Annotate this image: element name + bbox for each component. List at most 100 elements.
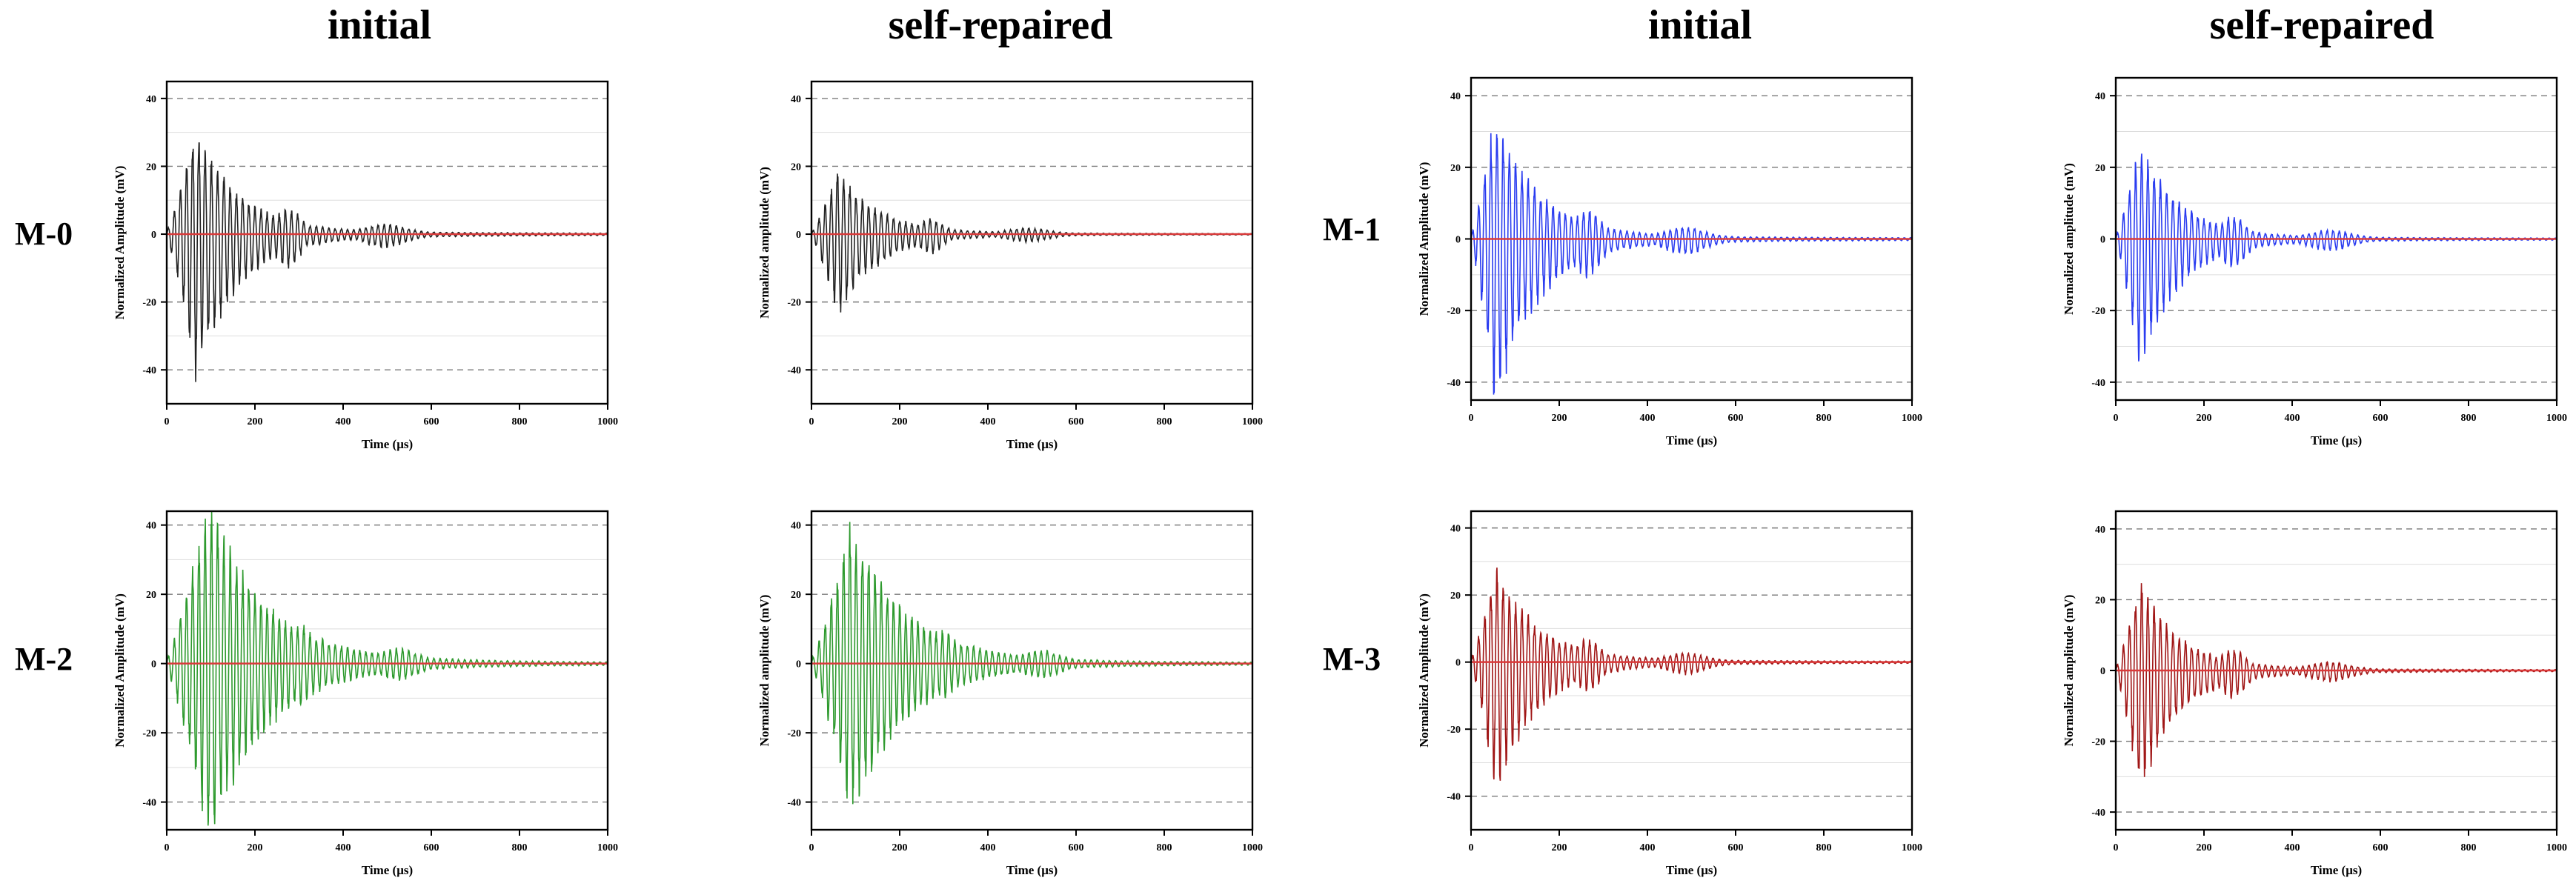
x-tick-label: 400 (1640, 842, 1656, 853)
x-tick-label: 1000 (2546, 413, 2567, 424)
y-tick-label: 20 (2095, 595, 2105, 606)
x-tick-label: 0 (165, 842, 170, 853)
x-tick-label: 0 (809, 416, 814, 427)
x-axis-title: Time (μs) (1666, 433, 1717, 447)
y-tick-label: 20 (146, 162, 156, 173)
y-tick-label: 40 (791, 94, 801, 105)
plot-frame (165, 510, 609, 831)
column-title-2: self-repaired (888, 2, 1113, 48)
x-tick-label: 200 (248, 416, 263, 427)
plot-area (811, 81, 1252, 404)
y-axis-title: Normalized Amplitude (mV) (1417, 593, 1431, 748)
y-tick-label: 20 (791, 590, 801, 601)
y-tick-label: -20 (2091, 306, 2105, 317)
x-tick-label: 600 (1728, 842, 1744, 853)
x-tick-label: 1000 (1902, 413, 1922, 424)
y-tick-label: -40 (1447, 378, 1461, 389)
x-tick-label: 800 (512, 842, 528, 853)
y-tick-label: 40 (2095, 525, 2105, 536)
chart-m2-self-repaired: -40 -20 0 20 40 0 200 400 600 800 1000 Time (μs) Nor… (741, 504, 1263, 885)
y-tick-label: 40 (146, 94, 156, 105)
y-axis-title: Normalized amplitude (mV) (2062, 595, 2076, 747)
y-axis-title: Normalized Amplitude (mV) (1417, 162, 1431, 316)
chart-m3-self-repaired: -40 -20 0 20 40 0 200 400 600 800 1000 Time (μs) Nor… (2045, 504, 2567, 885)
plot-area (167, 511, 608, 830)
x-tick-label: 400 (1640, 413, 1656, 424)
y-tick-label: -20 (1447, 306, 1461, 317)
x-tick-label: 1000 (1902, 842, 1922, 853)
chart-m2-initial: -40 -20 0 20 40 0 200 400 600 800 1000 Time (μs) Nor… (96, 504, 618, 885)
y-tick-label: 0 (151, 659, 156, 670)
plot-frame (165, 80, 609, 405)
y-tick-label: -20 (1447, 725, 1461, 736)
x-tick-label: 0 (1469, 413, 1474, 424)
y-tick-label: 0 (796, 230, 801, 241)
y-axis-title: Normalized Amplitude (mV) (113, 166, 127, 320)
x-tick-label: 200 (1552, 413, 1567, 424)
x-tick-label: 0 (165, 416, 170, 427)
x-tick-label: 400 (2285, 842, 2300, 853)
plot-area (167, 81, 608, 404)
y-tick-label: 20 (791, 162, 801, 173)
y-tick-label: 0 (1455, 235, 1461, 246)
x-tick-label: 600 (424, 842, 439, 853)
x-axis-title: Time (μs) (1006, 437, 1058, 451)
x-axis-title: Time (μs) (1006, 863, 1058, 877)
x-tick-label: 200 (248, 842, 263, 853)
x-axis-title: Time (μs) (1666, 863, 1717, 877)
x-tick-label: 200 (892, 416, 908, 427)
chart-m1-self-repaired: -40 -20 0 20 40 0 200 400 600 800 1000 Time (μs) Nor… (2045, 70, 2567, 456)
plot-frame (1470, 510, 1913, 831)
x-tick-label: 800 (1157, 416, 1172, 427)
x-tick-label: 1000 (597, 842, 618, 853)
plot-frame (810, 80, 1254, 405)
x-tick-label: 1000 (1242, 416, 1263, 427)
x-tick-label: 1000 (2546, 842, 2567, 853)
x-tick-label: 800 (2461, 413, 2477, 424)
x-tick-label: 400 (2285, 413, 2300, 424)
y-tick-label: 40 (1450, 91, 1461, 102)
x-tick-label: 800 (1816, 413, 1832, 424)
y-tick-label: 0 (151, 230, 156, 241)
column-title-4: self-repaired (2209, 2, 2434, 48)
column-title-3: initial (1647, 2, 1753, 48)
x-tick-label: 400 (980, 416, 996, 427)
y-axis-title: Normalized amplitude (mV) (757, 595, 771, 747)
row-label-m2: M-2 (15, 641, 73, 677)
x-tick-label: 0 (2114, 842, 2119, 853)
x-axis-title: Time (μs) (2311, 433, 2362, 447)
row-label-m1: M-1 (1323, 211, 1381, 247)
plot-frame (810, 510, 1254, 831)
y-tick-label: -40 (1447, 792, 1461, 803)
chart-m0-self-repaired: -40 -20 0 20 40 0 200 400 600 800 1000 Time (μs) Nor… (741, 74, 1263, 459)
y-tick-label: -40 (2091, 378, 2105, 389)
x-tick-label: 0 (809, 842, 814, 853)
x-tick-label: 600 (2373, 413, 2389, 424)
y-axis-title: Normalized Amplitude (mV) (113, 593, 127, 748)
row-label-m0: M-0 (15, 216, 73, 252)
x-tick-label: 800 (512, 416, 528, 427)
x-tick-label: 400 (980, 842, 996, 853)
y-axis-title: Normalized amplitude (mV) (757, 167, 771, 319)
x-tick-label: 600 (2373, 842, 2389, 853)
y-tick-label: 40 (791, 521, 801, 532)
x-tick-label: 1000 (1242, 842, 1263, 853)
x-tick-label: 400 (336, 416, 351, 427)
x-axis-title: Time (μs) (2311, 863, 2362, 877)
column-title-1: initial (327, 2, 432, 48)
chart-m0-initial: -40 -20 0 20 40 0 200 400 600 800 1000 Time (μs) Nor… (96, 74, 618, 459)
y-tick-label: -40 (787, 365, 801, 376)
x-tick-label: 600 (1728, 413, 1744, 424)
x-tick-label: 800 (1816, 842, 1832, 853)
y-tick-label: 0 (2100, 666, 2105, 677)
x-tick-label: 0 (2114, 413, 2119, 424)
x-tick-label: 200 (1552, 842, 1567, 853)
x-tick-label: 0 (1469, 842, 1474, 853)
x-tick-label: 200 (2197, 842, 2212, 853)
row-label-m3: M-3 (1323, 641, 1381, 677)
